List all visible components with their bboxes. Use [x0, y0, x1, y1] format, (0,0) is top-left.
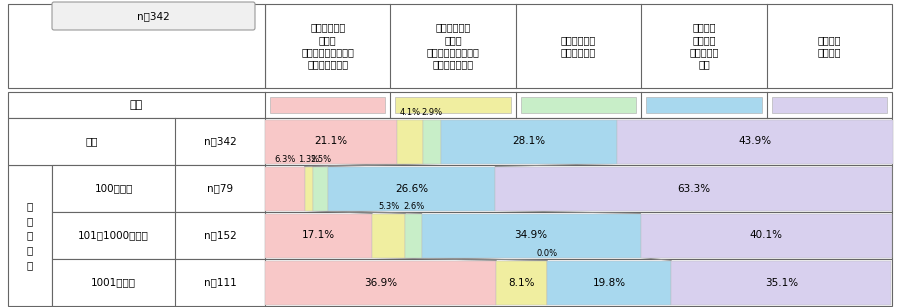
Text: 2.6%: 2.6%	[403, 202, 424, 211]
Bar	[646, 97, 761, 113]
Bar	[52, 212, 892, 259]
Bar	[8, 165, 52, 306]
Text: 2.9%: 2.9%	[421, 108, 443, 117]
Bar	[422, 213, 641, 258]
Bar	[405, 213, 422, 258]
Text: 21.1%: 21.1%	[315, 137, 347, 146]
Text: 1.3%: 1.3%	[298, 155, 320, 164]
Bar	[395, 97, 511, 113]
Text: 34.9%: 34.9%	[515, 231, 548, 240]
Bar	[671, 261, 891, 305]
Text: 63.3%: 63.3%	[677, 184, 710, 193]
Text: n＝342: n＝342	[203, 137, 237, 146]
Text: 凡例: 凡例	[130, 100, 143, 110]
Bar	[495, 166, 892, 211]
Bar	[312, 166, 328, 211]
Text: 既に導入済み
である
（追加・リプレイス
検討予定なし）: 既に導入済み である （追加・リプレイス 検討予定なし）	[302, 22, 354, 70]
Text: 35.1%: 35.1%	[765, 278, 798, 287]
Bar	[328, 166, 495, 211]
Text: 新規で導入を
検討している: 新規で導入を 検討している	[561, 35, 596, 57]
Text: 36.9%: 36.9%	[364, 278, 397, 287]
Text: 100名以下: 100名以下	[94, 184, 132, 193]
Bar	[397, 119, 423, 164]
Bar	[52, 165, 892, 212]
Text: n＝79: n＝79	[207, 184, 233, 193]
Text: 1001名以上: 1001名以上	[91, 278, 136, 287]
Bar	[265, 4, 892, 88]
Text: 8.1%: 8.1%	[508, 278, 535, 287]
Text: n＝111: n＝111	[203, 278, 237, 287]
Text: 40.1%: 40.1%	[750, 231, 783, 240]
Text: 43.9%: 43.9%	[738, 137, 771, 146]
Text: 28.1%: 28.1%	[513, 137, 545, 146]
Bar	[547, 261, 671, 305]
Bar	[265, 119, 397, 164]
Bar	[497, 261, 547, 305]
Bar	[373, 213, 405, 258]
Bar	[52, 259, 892, 306]
Text: n＝342: n＝342	[137, 11, 170, 21]
Bar	[423, 119, 441, 164]
Text: 必要性を
感じない: 必要性を 感じない	[817, 35, 842, 57]
Text: 26.6%: 26.6%	[395, 184, 428, 193]
Bar	[771, 97, 887, 113]
Text: 従
業
員
規
模: 従 業 員 規 模	[27, 201, 33, 270]
Text: 5.3%: 5.3%	[378, 202, 400, 211]
Bar	[304, 166, 312, 211]
Bar	[8, 4, 265, 88]
Bar	[617, 119, 893, 164]
Bar	[641, 213, 892, 258]
Text: 0.0%: 0.0%	[536, 249, 558, 258]
Text: 6.3%: 6.3%	[274, 155, 295, 164]
Bar	[521, 97, 636, 113]
Bar	[270, 97, 385, 113]
Text: 4.1%: 4.1%	[400, 108, 420, 117]
Text: n＝152: n＝152	[203, 231, 237, 240]
Text: 19.8%: 19.8%	[593, 278, 626, 287]
FancyBboxPatch shape	[52, 2, 255, 30]
Bar	[8, 92, 892, 118]
Bar	[265, 166, 304, 211]
Text: 既に導入済み
である
（追加・リプレイス
検討予定あり）: 既に導入済み である （追加・リプレイス 検討予定あり）	[427, 22, 480, 70]
Bar	[265, 213, 373, 258]
Text: 17.1%: 17.1%	[302, 231, 335, 240]
Text: 2.5%: 2.5%	[310, 155, 331, 164]
Bar	[8, 118, 892, 165]
Text: 101～1000名以下: 101～1000名以下	[78, 231, 148, 240]
Text: 全体: 全体	[86, 137, 98, 146]
Bar	[441, 119, 617, 164]
Bar	[265, 261, 497, 305]
Text: 必要性を
感じるが
導入時期は
未定: 必要性を 感じるが 導入時期は 未定	[689, 22, 718, 70]
